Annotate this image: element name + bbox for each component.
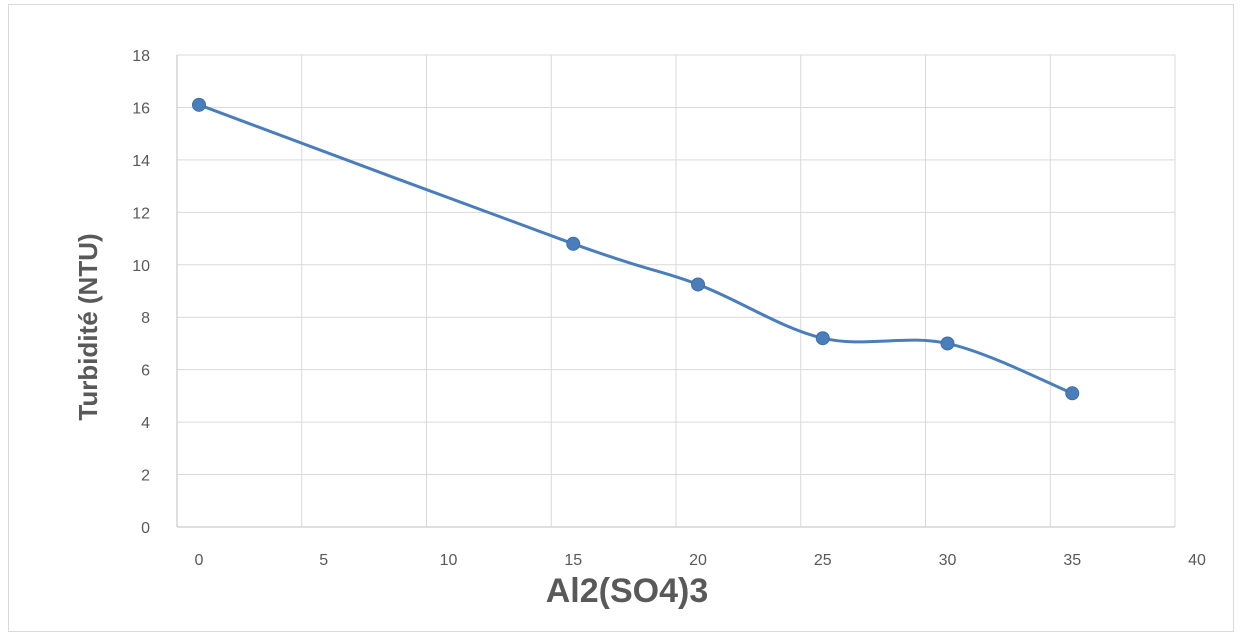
y-tick-label-14: 14	[132, 153, 150, 170]
series	[192, 97, 1080, 401]
y-tick-label-6: 6	[141, 363, 150, 380]
x-axis-title: Al2(SO4)3	[546, 572, 709, 610]
x-tick-label-0: 0	[195, 552, 204, 569]
data-point-35	[1065, 386, 1080, 401]
x-tick-label-5: 5	[319, 552, 328, 569]
y-tick-label-0: 0	[141, 520, 150, 537]
y-tick-label-18: 18	[132, 48, 150, 65]
x-tick-label-25: 25	[814, 552, 832, 569]
axes	[176, 55, 1175, 528]
y-tick-label-4: 4	[141, 415, 150, 432]
grid	[177, 54, 1176, 527]
series-line-0	[197, 103, 1074, 395]
data-point-0	[192, 97, 206, 112]
y-axis-title: Turbidité (NTU)	[73, 233, 103, 420]
y-tick-label-12: 12	[132, 205, 150, 222]
y-tick-label-8: 8	[141, 310, 150, 327]
data-point-30	[940, 336, 955, 351]
x-tick-label-30: 30	[939, 552, 957, 569]
y-tick-label-16: 16	[132, 100, 150, 117]
y-tick-label-10: 10	[132, 258, 150, 275]
x-tick-label-40: 40	[1188, 552, 1206, 569]
data-point-20	[691, 277, 705, 292]
x-tick-label-15: 15	[564, 552, 582, 569]
x-tick-label-10: 10	[440, 552, 458, 569]
y-tick-label-2: 2	[141, 468, 150, 485]
tick-labels: 0 2 4 6 8 10 12 14 16 18 0 5 10 15 20 25 30 35 40	[132, 48, 1206, 569]
x-tick-label-20: 20	[689, 552, 707, 569]
data-point-25	[815, 331, 830, 346]
x-tick-label-35: 35	[1063, 552, 1081, 569]
data-point-15	[566, 236, 581, 251]
